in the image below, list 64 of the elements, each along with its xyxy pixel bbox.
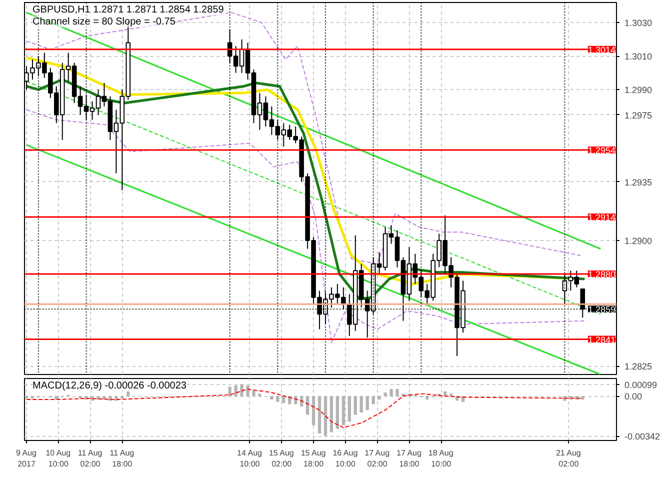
bar — [270, 396, 274, 400]
bar — [108, 396, 112, 401]
x-tick-label: 17 Aug 02:00 — [364, 448, 390, 468]
y-tick-label: 1.2975 — [624, 110, 652, 120]
y-tick-label: 0.00099 — [624, 380, 658, 390]
bar — [246, 386, 250, 396]
bar — [390, 389, 393, 396]
bar — [312, 396, 316, 426]
chart-title: GBPUSD,H1 1.2871 1.2871 1.2854 1.2859 — [32, 4, 224, 16]
x-tick-label: 15 Aug 18:00 — [300, 448, 326, 468]
x-tick-label: 11 Aug 18:00 — [110, 448, 134, 468]
ref-line-label: 1.2859 — [588, 304, 616, 315]
bar — [324, 396, 328, 436]
bar — [378, 396, 381, 400]
ref-line-label: 1.2914 — [588, 212, 616, 222]
bar — [114, 396, 118, 401]
bar — [366, 396, 369, 410]
y-tick-label: 1.2935 — [624, 177, 652, 188]
y-tick-label: -0.00342 — [624, 432, 660, 442]
x-tick-label: 11 Aug 02:00 — [78, 448, 102, 468]
ref-line-label: 1.2841 — [588, 334, 616, 345]
bar — [126, 391, 130, 396]
y-tick-label: 1.2900 — [624, 236, 652, 246]
x-tick-label: 14 Aug 10:00 — [237, 448, 262, 468]
y-tick-label: 1.2990 — [624, 85, 652, 96]
y-tick-label: 0.00 — [624, 392, 642, 402]
bar — [426, 396, 429, 400]
ref-line-label: 1.2954 — [588, 145, 616, 156]
bar — [282, 396, 286, 404]
line-series — [26, 109, 586, 344]
ref-line-label: 1.2880 — [588, 269, 616, 280]
y-tick-label: 1.3030 — [624, 18, 652, 28]
bar — [240, 384, 244, 396]
bar — [330, 396, 334, 432]
bar — [252, 390, 256, 396]
bar — [348, 396, 351, 422]
bar — [360, 396, 363, 412]
x-tick-label: 18 Aug 10:00 — [428, 448, 454, 468]
x-tick-label: 17 Aug 18:00 — [396, 448, 422, 468]
chart-title: MACD(12,26,9) -0.00026 -0.00023 — [32, 380, 187, 392]
ref-line-label: 1.3014 — [588, 44, 616, 55]
bar — [258, 394, 262, 396]
bar — [234, 386, 238, 396]
x-tick-label: 16 Aug 10:00 — [332, 448, 358, 468]
bar — [396, 389, 399, 396]
y-tick-label: 1.2825 — [624, 362, 652, 372]
x-tick-label: 9 Aug 2017 — [16, 448, 37, 468]
bar — [449, 394, 453, 396]
y-tick-label: 1.3010 — [624, 52, 652, 62]
bar — [306, 396, 310, 415]
bar — [372, 396, 375, 404]
x-tick-label: 10 Aug 10:00 — [46, 448, 71, 468]
bar — [342, 396, 346, 426]
bar — [384, 392, 387, 396]
bar — [276, 396, 280, 402]
bar — [318, 396, 322, 434]
bar — [228, 386, 232, 396]
text: Channel size = 80 Slope = -0.75 — [32, 16, 176, 28]
bar — [90, 396, 94, 401]
x-tick-label: 21 Aug 02:00 — [556, 448, 581, 468]
bar — [581, 396, 584, 400]
bar — [336, 396, 340, 429]
bar — [354, 396, 357, 415]
x-tick-label: 15 Aug 02:00 — [268, 448, 294, 468]
